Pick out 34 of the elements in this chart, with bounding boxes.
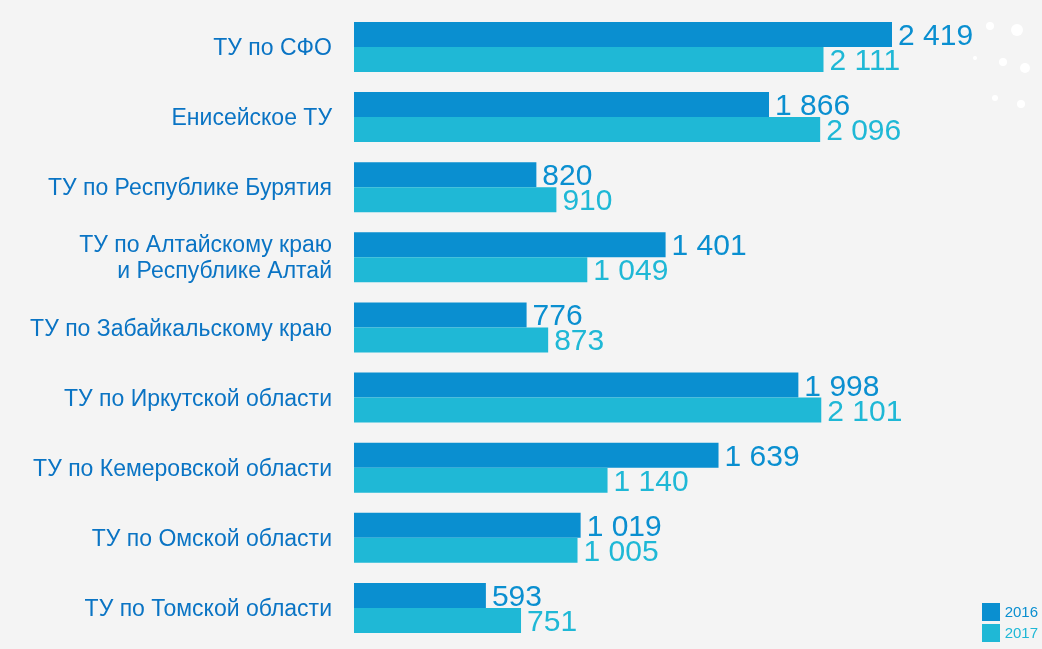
legend-label: 2017 — [1004, 623, 1038, 643]
bar — [354, 467, 608, 493]
data-label: 1 401 — [671, 228, 747, 262]
bar — [354, 257, 588, 283]
legend-label: 2016 — [1004, 602, 1038, 622]
data-label: 1 639 — [724, 438, 800, 472]
bar — [354, 537, 578, 563]
bar — [354, 512, 581, 538]
bar — [354, 607, 522, 633]
data-label: 1 140 — [613, 463, 689, 497]
data-label: 2 419 — [898, 18, 974, 51]
y-tick-label: Енисейское ТУ — [171, 104, 333, 131]
data-label: 1 049 — [593, 253, 669, 287]
y-tick-label: ТУ по Омской области — [91, 524, 332, 551]
y-tick-label: ТУ по Кемеровской области — [33, 454, 332, 481]
y-tick-label: ТУ по Республике Бурятия — [47, 174, 332, 201]
bar — [354, 22, 892, 47]
bar — [354, 302, 527, 328]
bar — [354, 327, 549, 353]
y-tick-label: ТУ по Иркутской области — [64, 384, 332, 411]
bar — [354, 187, 557, 213]
bar — [354, 582, 486, 608]
bar — [354, 162, 537, 188]
bar — [354, 397, 822, 423]
y-tick-label: ТУ по Томской области — [84, 594, 332, 621]
y-tick-label: ТУ по СФО — [213, 34, 332, 61]
y-tick-label: ТУ по Забайкальскому краю — [30, 314, 332, 341]
y-tick-label: ТУ по Алтайскому краю и Республике Алтай — [79, 231, 332, 284]
bar — [354, 47, 824, 72]
bar — [354, 92, 770, 118]
bar — [354, 442, 719, 468]
bar — [354, 232, 666, 258]
bar — [354, 372, 799, 398]
bar — [354, 117, 821, 143]
